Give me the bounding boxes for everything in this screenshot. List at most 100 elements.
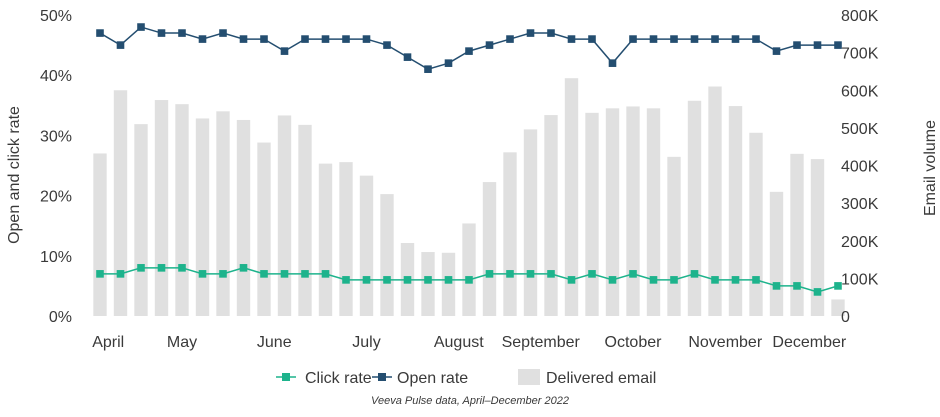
open-rate-point (670, 35, 678, 43)
open-rate-point (280, 47, 289, 55)
click-rate-point (711, 276, 719, 284)
open-rate-point (178, 29, 186, 37)
click-rate-point (731, 276, 740, 284)
open-rate-point (424, 65, 432, 73)
right-axis-tick-label: 500K (841, 121, 879, 138)
x-axis-ticks: April May June July August September October No… (92, 334, 847, 351)
x-axis-tick-label: April (92, 334, 124, 351)
open-rate-point (608, 59, 617, 67)
delivered-email-bar (667, 156, 681, 316)
open-rate-point (752, 35, 760, 43)
delivered-email-bar (810, 159, 825, 316)
left-axis-tick-label: 0% (49, 309, 72, 326)
click-rate-point (96, 270, 104, 278)
right-axis-tick-label: 400K (841, 159, 879, 176)
left-axis-tick-label: 20% (40, 189, 72, 206)
legend-open-marker (378, 373, 386, 381)
click-rate-point (280, 270, 289, 278)
open-rate-point (793, 41, 801, 49)
click-rate-point (547, 270, 555, 278)
delivered-email-bar (790, 153, 804, 316)
delivered-email-bar (421, 252, 435, 316)
delivered-email-bar (769, 191, 784, 316)
right-axis-tick-label: 100K (841, 271, 879, 288)
legend-delivered-label: Delivered email (546, 370, 656, 387)
x-axis-tick-label: May (167, 334, 197, 351)
open-rate-point (321, 35, 330, 43)
click-rate-point (813, 288, 822, 296)
delivered-email-bar (298, 124, 312, 317)
left-axis-tick-label: 10% (40, 249, 72, 266)
open-rate-point (362, 35, 371, 43)
open-rate-point (813, 41, 822, 49)
delivered-email-bar (359, 175, 374, 316)
x-axis-tick-label: November (688, 334, 762, 351)
delivered-email-bar (339, 162, 353, 316)
open-rate-point (157, 29, 166, 37)
right-axis-tick-label: 200K (841, 234, 879, 251)
click-rate-point (752, 276, 760, 284)
right-axis-tick-label: 800K (841, 8, 879, 25)
click-rate-point (444, 276, 453, 284)
delivered-email-bar (134, 124, 148, 316)
delivered-email-bar (708, 86, 722, 316)
legend-delivered-swatch (518, 369, 540, 385)
x-axis-tick-label: July (352, 334, 380, 351)
open-rate-point (711, 35, 719, 43)
delivered-email-bar (503, 152, 517, 316)
open-rate-point (116, 41, 125, 49)
delivered-email-bar (564, 78, 579, 317)
delivered-email-bar (277, 115, 292, 317)
delivered-email-bar (113, 90, 128, 316)
open-rate-point (465, 47, 473, 55)
click-rate-point (567, 276, 576, 284)
open-rate-point (506, 35, 514, 43)
legend-open-label: Open rate (397, 370, 468, 387)
click-rate-point (629, 270, 637, 278)
open-rate-point (239, 35, 248, 43)
open-rate-point (690, 35, 699, 43)
x-axis-tick-label: December (772, 334, 846, 351)
click-rate-point (608, 276, 617, 284)
open-rate-point (383, 41, 391, 49)
left-axis-tick-label: 30% (40, 128, 72, 145)
click-rate-point (383, 276, 391, 284)
delivered-email-bar (687, 100, 702, 316)
right-axis-tick-label: 600K (841, 83, 879, 100)
click-rate-point (178, 264, 186, 272)
click-rate-point (239, 264, 248, 272)
open-rate-point (301, 35, 309, 43)
click-rate-point (793, 282, 801, 290)
delivered-email-bar (585, 112, 599, 316)
click-rate-point (342, 276, 350, 284)
open-rate-point (731, 35, 740, 43)
click-rate-point (403, 276, 412, 284)
x-axis-tick-label: September (502, 334, 581, 351)
right-axis-tick-label: 700K (841, 46, 879, 63)
click-rate-point (157, 264, 166, 272)
open-rate-point (219, 29, 227, 37)
open-rate-point (342, 35, 350, 43)
right-axis-tick-label: 300K (841, 196, 879, 213)
legend: Click rate Open rate Delivered email (276, 369, 656, 387)
click-rate-point (670, 276, 678, 284)
click-rate-point (424, 276, 432, 284)
open-rate-point (834, 41, 842, 49)
open-rate-point (403, 53, 412, 61)
click-rate-point (362, 276, 371, 284)
delivered-email-bar (646, 108, 661, 316)
open-rate-point (444, 59, 453, 67)
delivered-email-bar (523, 129, 538, 316)
left-axis-tick-label: 50% (40, 8, 72, 25)
click-rate-point (485, 270, 494, 278)
legend-click-label: Click rate (305, 370, 372, 387)
delivered-email-bar (831, 299, 845, 316)
left-axis-title: Open and click rate (6, 106, 23, 244)
delivered-email-bar (236, 119, 251, 316)
click-rate-point (301, 270, 309, 278)
delivered-email-bar (605, 108, 620, 316)
click-rate-point (465, 276, 473, 284)
click-rate-point (506, 270, 514, 278)
delivered-email-bar (154, 100, 169, 316)
